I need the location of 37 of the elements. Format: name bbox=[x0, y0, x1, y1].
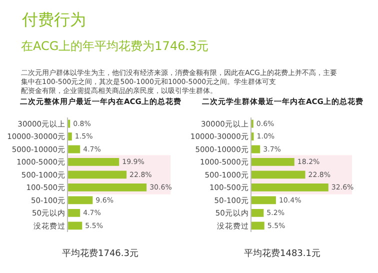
bar bbox=[251, 158, 294, 166]
data-label: 4.7% bbox=[83, 208, 102, 218]
data-label: 3.7% bbox=[263, 144, 282, 154]
data-label: 19.9% bbox=[122, 157, 145, 166]
data-label: 0.8% bbox=[73, 118, 92, 128]
bar bbox=[251, 170, 306, 179]
bar bbox=[68, 170, 127, 179]
text: 平均花费1483.1元 bbox=[244, 248, 320, 259]
text: 付费行为 bbox=[21, 10, 86, 29]
data-label: 4.7% bbox=[83, 144, 102, 154]
text: 在ACG上的年平均花费为1746.3元 bbox=[21, 39, 209, 53]
bar bbox=[68, 196, 93, 204]
text: 平均花费1746.3元 bbox=[62, 248, 138, 259]
data-label: 5.5% bbox=[85, 220, 104, 230]
data-label: 1.0% bbox=[256, 132, 275, 141]
bar bbox=[251, 145, 260, 154]
data-label: 0.6% bbox=[256, 118, 275, 128]
bar bbox=[68, 145, 80, 154]
bar bbox=[68, 222, 82, 230]
bar bbox=[251, 208, 264, 217]
data-label: 10.4% bbox=[278, 195, 302, 204]
data-label: 18.2% bbox=[297, 157, 320, 166]
bar bbox=[68, 184, 147, 192]
data-label: 30.6% bbox=[150, 182, 172, 192]
data-label: 5.2% bbox=[266, 208, 285, 218]
data-label: 9.6% bbox=[96, 195, 114, 204]
bar bbox=[251, 222, 264, 230]
bar bbox=[251, 184, 328, 192]
bar bbox=[68, 158, 120, 166]
data-label: 32.6% bbox=[331, 182, 354, 192]
data-label: 1.5% bbox=[74, 132, 94, 141]
bar bbox=[68, 208, 80, 217]
data-label: 22.8% bbox=[130, 170, 152, 179]
bar bbox=[68, 132, 72, 140]
bar bbox=[251, 196, 276, 204]
data-label: 5.5% bbox=[267, 220, 286, 230]
data-label: 22.8% bbox=[308, 170, 331, 179]
